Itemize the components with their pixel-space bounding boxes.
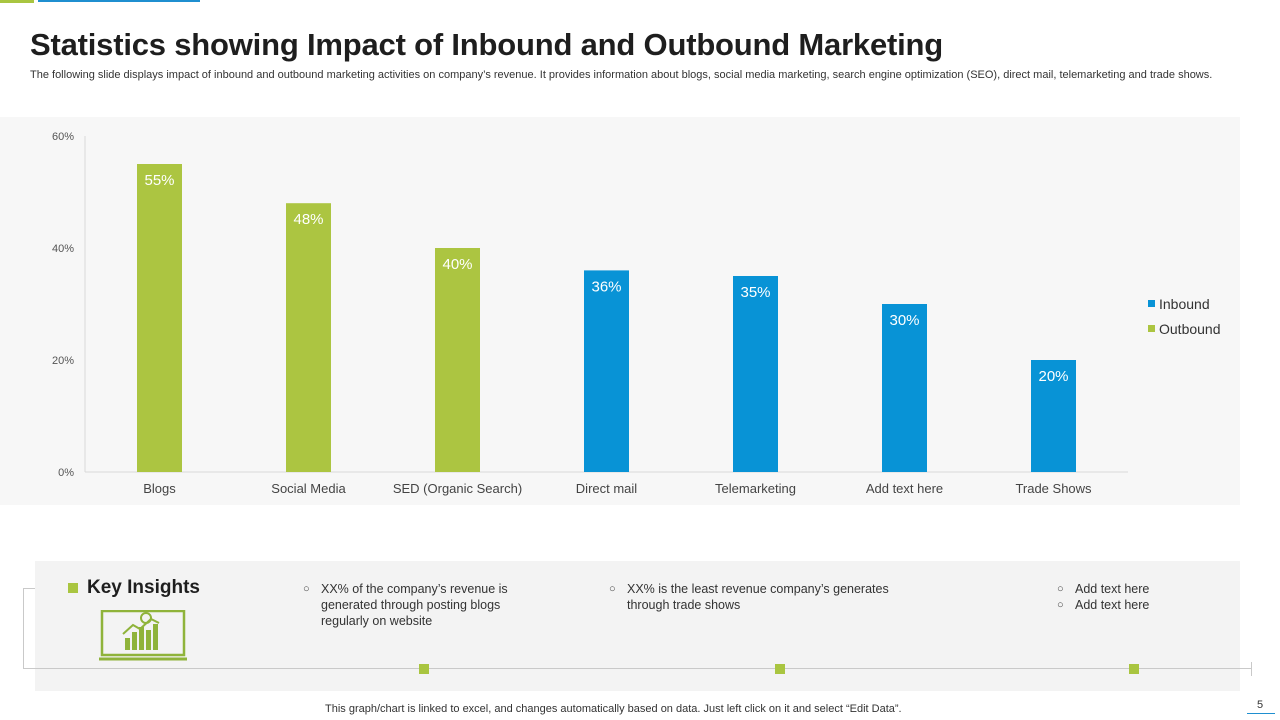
data-label: 48%	[293, 211, 323, 228]
legend-label-inbound: Inbound	[1159, 295, 1210, 312]
legend-swatch-outbound	[1148, 325, 1155, 332]
top-accent-blue	[38, 0, 200, 2]
bar-trade-shows	[1031, 360, 1076, 472]
insight-marker-3	[1129, 664, 1139, 674]
page-number: 5	[1257, 699, 1264, 711]
insight-3b-text: Add text here	[1075, 598, 1150, 612]
insight-2-text: XX% is the least revenue company’s gener…	[627, 582, 889, 612]
slide-title: Statistics showing Impact of Inbound and…	[30, 27, 944, 62]
insights-divider-end	[1251, 662, 1252, 676]
key-insights-square-icon	[68, 583, 78, 593]
insight-3: ○ Add text here ○ Add text here	[1057, 581, 1149, 613]
insight-3a-text: Add text here	[1075, 582, 1150, 596]
bar-sed-organic-search	[435, 248, 480, 472]
x-tick-label: Direct mail	[576, 481, 638, 496]
data-label: 30%	[889, 312, 919, 329]
x-tick-label: SED (Organic Search)	[393, 481, 522, 496]
data-label: 55%	[144, 172, 174, 189]
insight-3b-bullet: ○	[1057, 599, 1064, 611]
x-tick-label: Social Media	[271, 481, 346, 496]
key-insights-panel	[35, 561, 1240, 691]
chart-legend: Inbound Outbound	[1148, 291, 1221, 341]
x-tick-label: Blogs	[143, 481, 176, 496]
data-label: 40%	[442, 256, 472, 273]
bar-chart[interactable]: 0% 20% 40% 60% 55% Blogs 48% Social Media 40% SED…	[0, 117, 1240, 505]
insight-1-text: XX% of the company’s revenue is generate…	[321, 582, 508, 628]
y-tick-label: 40%	[52, 243, 74, 255]
bar-add-text-here	[882, 304, 927, 472]
bar-blogs	[137, 164, 182, 472]
insight-marker-2	[775, 664, 785, 674]
chart-panel[interactable]: 0% 20% 40% 60% 55% Blogs 48% Social Media 40% SED…	[0, 117, 1240, 505]
bar-direct-mail	[584, 270, 629, 472]
y-tick-label: 0%	[58, 467, 74, 479]
insight-2: ○ XX% is the least revenue company’s gen…	[609, 581, 889, 613]
data-label: 36%	[591, 278, 621, 295]
insight-1: ○ XX% of the company’s revenue is genera…	[303, 581, 508, 629]
growth-chart-presentation-icon	[99, 610, 187, 661]
footnote: This graph/chart is linked to excel, and…	[325, 703, 902, 715]
insight-marker-1	[419, 664, 429, 674]
x-tick-label: Trade Shows	[1015, 481, 1092, 496]
slide-subtitle: The following slide displays impact of i…	[30, 69, 1213, 81]
legend-swatch-inbound	[1148, 300, 1155, 307]
page-number-underline	[1247, 713, 1275, 714]
data-label: 20%	[1038, 368, 1068, 385]
legend-item-outbound: Outbound	[1148, 316, 1221, 341]
key-insights-title: Key Insights	[87, 577, 200, 598]
y-tick-label: 60%	[52, 131, 74, 143]
legend-label-outbound: Outbound	[1159, 320, 1221, 337]
insight-2-bullet: ○	[609, 583, 616, 595]
insights-frame-bracket	[23, 588, 35, 669]
y-tick-label: 20%	[52, 355, 74, 367]
insights-divider	[35, 668, 1252, 669]
bar-telemarketing	[733, 276, 778, 472]
bar-social-media	[286, 203, 331, 472]
top-accent-green	[0, 0, 34, 3]
x-tick-label: Add text here	[866, 481, 943, 496]
x-tick-label: Telemarketing	[715, 481, 796, 496]
legend-item-inbound: Inbound	[1148, 291, 1221, 316]
insight-3a-bullet: ○	[1057, 583, 1064, 595]
data-label: 35%	[740, 284, 770, 301]
insight-1-bullet: ○	[303, 583, 310, 595]
